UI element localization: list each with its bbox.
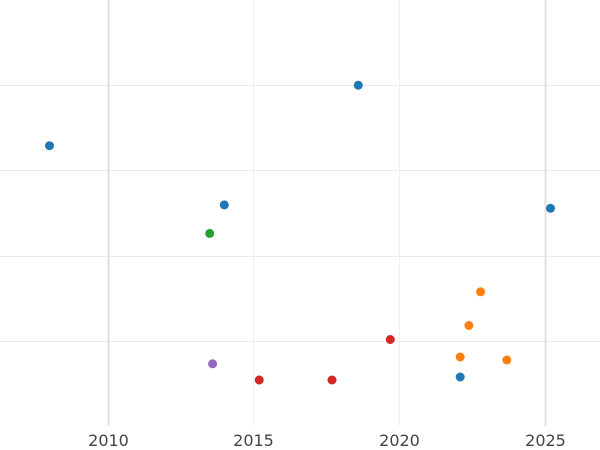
data-points <box>45 80 555 385</box>
data-point-s0-1 <box>219 200 229 210</box>
x-tick-label-2015: 2015 <box>233 431 274 450</box>
data-point-s1-2 <box>455 352 465 362</box>
gridlines <box>0 0 600 426</box>
data-point-s1-0 <box>476 287 486 297</box>
data-point-s0-3 <box>455 372 465 382</box>
data-point-s2-0 <box>205 228 215 238</box>
data-point-s3-0 <box>385 335 395 344</box>
x-axis-tick-labels: 2010 2015 2020 2025 <box>88 431 566 450</box>
x-tick-label-2020: 2020 <box>379 431 420 450</box>
data-point-s0-4 <box>546 203 555 213</box>
data-point-s1-1 <box>464 321 474 330</box>
x-tick-label-2010: 2010 <box>88 431 129 450</box>
data-point-s0-0 <box>45 141 54 151</box>
data-point-s4-0 <box>208 359 218 369</box>
x-tick-label-2025: 2025 <box>525 431 566 450</box>
data-point-s1-3 <box>502 355 512 365</box>
data-point-s3-2 <box>327 375 337 385</box>
data-point-s0-2 <box>353 80 363 90</box>
data-point-s3-1 <box>254 375 264 385</box>
